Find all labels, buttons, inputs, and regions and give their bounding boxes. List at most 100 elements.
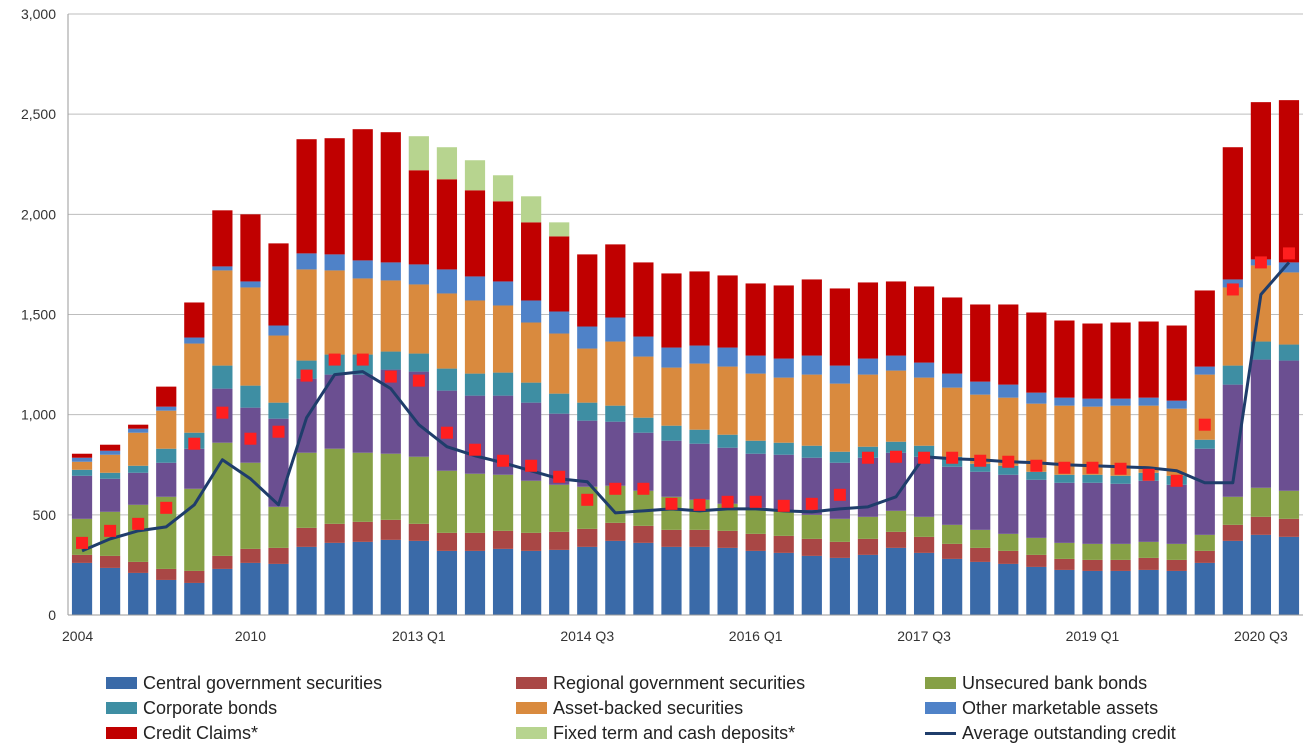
bar-corporate-bonds — [773, 442, 794, 455]
bar-regional-government-securities — [99, 555, 121, 568]
bar-credit-claims — [1194, 290, 1215, 367]
bar-average-placeholder-purple — [1110, 483, 1131, 544]
bar-unsecured-bank-bonds — [1082, 543, 1103, 560]
bar-central-government-securities — [352, 541, 373, 615]
legend-swatch — [925, 677, 956, 689]
bar-credit-claims — [492, 201, 514, 282]
bar-credit-claims — [212, 210, 233, 267]
bar-central-government-securities — [521, 550, 542, 615]
marker-point — [1226, 283, 1239, 296]
bar-average-placeholder-purple — [577, 420, 598, 487]
marker-point — [581, 493, 594, 506]
marker-point — [244, 432, 257, 445]
marker-point — [412, 374, 425, 387]
bar-average-placeholder-purple — [324, 374, 345, 449]
bar-other-marketable-assets — [998, 384, 1019, 398]
bar-credit-claims — [970, 304, 991, 382]
bar-unsecured-bank-bonds — [184, 488, 205, 571]
bar-other-marketable-assets — [408, 264, 429, 285]
bar-other-marketable-assets — [577, 326, 598, 349]
bar-corporate-bonds — [464, 373, 486, 396]
bar-other-marketable-assets — [857, 358, 879, 375]
bar-central-government-securities — [1250, 534, 1272, 615]
bar-corporate-bonds — [268, 402, 289, 419]
bar-credit-claims — [549, 236, 570, 312]
bar-asset-backed-securities — [212, 270, 233, 366]
bar-other-marketable-assets — [184, 337, 205, 344]
bar-other-marketable-assets — [661, 347, 682, 368]
bar-asset-backed-securities — [633, 356, 654, 418]
bar-regional-government-securities — [1082, 559, 1103, 571]
bar-unsecured-bank-bonds — [1194, 534, 1215, 551]
bar-average-placeholder-purple — [1054, 482, 1075, 543]
bar-corporate-bonds — [380, 351, 401, 370]
bar-central-government-securities — [1110, 570, 1131, 615]
marker-point — [553, 470, 566, 483]
bar-credit-claims — [464, 190, 486, 277]
bar-unsecured-bank-bonds — [296, 452, 317, 528]
bar-unsecured-bank-bonds — [324, 448, 345, 524]
bar-credit-claims — [436, 179, 458, 270]
bar-average-placeholder-purple — [689, 443, 710, 500]
bar-asset-backed-securities — [942, 387, 963, 457]
bar-asset-backed-securities — [998, 397, 1019, 466]
bar-regional-government-securities — [1278, 518, 1300, 537]
legend-swatch — [106, 727, 137, 739]
legend-swatch — [516, 702, 547, 714]
bar-regional-government-securities — [521, 532, 542, 551]
bar-central-government-securities — [549, 549, 570, 615]
bar-unsecured-bank-bonds — [1026, 537, 1047, 555]
bar-average-placeholder-purple — [1082, 482, 1103, 544]
bar-regional-government-securities — [492, 530, 514, 549]
bar-credit-claims — [773, 285, 794, 359]
bar-corporate-bonds — [1026, 471, 1047, 480]
legend-item-corporate-bonds: Corporate bonds — [106, 695, 277, 721]
bar-other-marketable-assets — [773, 358, 794, 378]
bar-unsecured-bank-bonds — [885, 510, 907, 532]
bar-asset-backed-securities — [801, 374, 822, 446]
bar-regional-government-securities — [128, 561, 149, 573]
x-tick-label: 2017 Q3 — [897, 628, 951, 644]
bar-credit-claims — [1110, 322, 1131, 399]
bar-unsecured-bank-bonds — [1250, 487, 1272, 517]
bar-regional-government-securities — [296, 527, 317, 547]
bar-corporate-bonds — [128, 465, 149, 473]
bar-stack-group — [71, 100, 1300, 615]
bar-corporate-bonds — [633, 417, 654, 433]
bar-central-government-securities — [1082, 570, 1103, 615]
bar-corporate-bonds — [1194, 439, 1215, 449]
bar-credit-claims — [1082, 323, 1103, 399]
legend-label: Corporate bonds — [143, 697, 278, 718]
bar-regional-government-securities — [464, 532, 486, 551]
marker-point — [384, 370, 397, 383]
bar-other-marketable-assets — [436, 269, 458, 294]
bar-corporate-bonds — [885, 441, 907, 453]
bar-credit-claims — [296, 139, 317, 254]
bar-asset-backed-securities — [605, 341, 626, 406]
bar-credit-claims — [605, 244, 626, 318]
marker-point — [833, 488, 846, 501]
bar-corporate-bonds — [745, 440, 766, 454]
bar-corporate-bonds — [521, 382, 542, 403]
bar-asset-backed-securities — [296, 269, 317, 361]
bar-credit-claims — [577, 254, 598, 327]
bar-other-marketable-assets — [829, 365, 850, 384]
marker-point — [188, 437, 201, 450]
bar-other-marketable-assets — [942, 373, 963, 388]
legend-line-swatch — [925, 731, 956, 735]
bar-central-government-securities — [605, 540, 626, 615]
bar-central-government-securities — [885, 547, 907, 615]
bar-unsecured-bank-bonds — [492, 474, 514, 531]
bar-other-marketable-assets — [492, 281, 514, 306]
bar-corporate-bonds — [577, 402, 598, 421]
marker-point — [104, 524, 117, 537]
marker-point — [805, 497, 818, 510]
bar-regional-government-securities — [998, 550, 1019, 564]
bar-regional-government-securities — [913, 536, 935, 553]
bar-average-placeholder-purple — [633, 432, 654, 491]
bar-average-placeholder-purple — [380, 369, 401, 454]
bar-credit-claims — [661, 273, 682, 348]
bar-unsecured-bank-bonds — [1110, 543, 1131, 560]
bar-credit-claims — [745, 283, 766, 356]
bar-asset-backed-securities — [352, 278, 373, 355]
